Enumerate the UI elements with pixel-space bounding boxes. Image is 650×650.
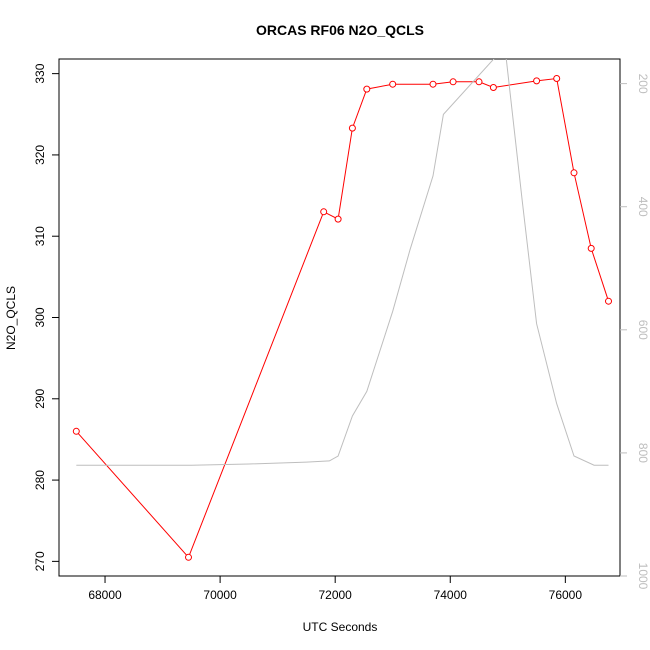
y-tick-label: 330 [33,63,47,83]
n2o-point [363,85,371,93]
y2-tick-label: 400 [636,197,650,217]
y2-tick-label: 600 [636,320,650,340]
y2-tick-label: 800 [636,443,650,463]
altitude-line [76,59,609,466]
chart-title: ORCAS RF06 N2O_QCLS [256,22,424,38]
x-tick-label: 70000 [203,588,237,602]
n2o-point [185,553,192,561]
n2o-point [570,169,578,177]
n2o-point [334,215,342,223]
n2o-point [348,124,356,132]
n2o-point [533,77,541,85]
x-tick-label: 72000 [318,588,352,602]
y-tick-label: 270 [33,551,47,571]
n2o-point [475,78,483,86]
y-axis-label: N2O_QCLS [4,286,18,350]
n2o-point [449,78,457,86]
x-tick-label: 74000 [434,588,468,602]
y-tick-label: 310 [33,226,47,246]
n2o-point [389,80,397,88]
y-tick-label: 280 [33,470,47,490]
n2o-point [429,80,437,88]
n2o-point [489,84,497,91]
y2-tick-label: 200 [636,74,650,94]
y-tick-label: 320 [33,145,47,165]
n2o-point [553,75,561,82]
axes: 68000 70000 72000 74000 76000 270 280 290 300 310… [33,63,650,602]
x-tick-label: 76000 [549,588,583,602]
x-tick-label: 68000 [88,588,122,602]
n2o-point [320,208,328,216]
y2-tick-label: 1000 [636,563,650,590]
plot-lines [72,59,612,561]
n2o-point [605,297,612,305]
n2o-point [587,244,595,252]
x-axis-label: UTC Seconds [303,620,378,634]
n2o-line [75,77,609,559]
y-tick-label: 300 [33,307,47,327]
y-tick-label: 290 [33,388,47,408]
n2o-point [72,427,80,435]
